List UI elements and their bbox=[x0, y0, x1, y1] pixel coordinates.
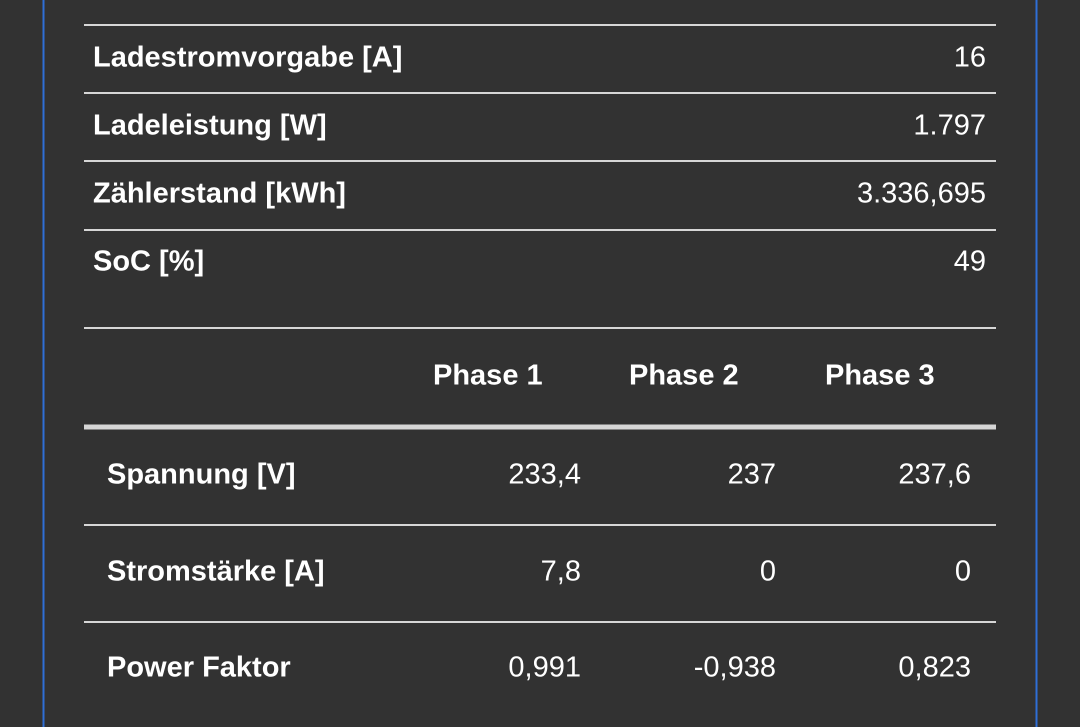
cell-value: 0 bbox=[955, 556, 971, 588]
row-value: 3.336,695 bbox=[857, 178, 986, 210]
cell-value: -0,938 bbox=[694, 652, 776, 684]
column-header: Phase 2 bbox=[629, 360, 739, 392]
row-label: Ladeleistung [W] bbox=[93, 110, 327, 142]
row-label: Spannung [V] bbox=[107, 459, 295, 491]
row-label: SoC [%] bbox=[93, 246, 204, 278]
cell-value: 237,6 bbox=[898, 459, 971, 491]
row-value: 1.797 bbox=[913, 110, 986, 142]
tables: Ladestromvorgabe [A] 16 Ladeleistung [W] 1.… bbox=[93, 42, 986, 684]
row-label: Power Faktor bbox=[107, 652, 291, 684]
row-label: Ladestromvorgabe [A] bbox=[93, 42, 402, 74]
row-value: 16 bbox=[954, 42, 986, 74]
cell-value: 233,4 bbox=[508, 459, 581, 491]
cell-value: 0,823 bbox=[898, 652, 971, 684]
column-header: Phase 3 bbox=[825, 360, 935, 392]
cell-value: 0,991 bbox=[508, 652, 581, 684]
row-label: Stromstärke [A] bbox=[107, 556, 325, 588]
column-header: Phase 1 bbox=[433, 360, 543, 392]
row-value: 49 bbox=[954, 246, 986, 278]
cell-value: 7,8 bbox=[541, 556, 581, 588]
cell-value: 0 bbox=[760, 556, 776, 588]
cell-value: 237 bbox=[728, 459, 776, 491]
row-label: Zählerstand [kWh] bbox=[93, 178, 346, 210]
